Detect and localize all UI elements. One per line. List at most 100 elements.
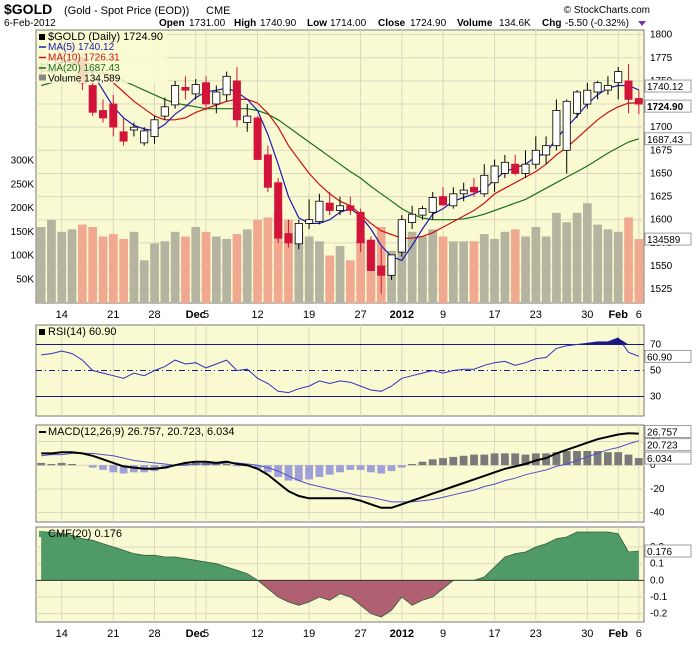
volume-bar [304,236,314,303]
volume-bar [78,224,87,303]
cmf-tick-label: -0.1 [650,592,668,603]
price-tick-label: 1625 [650,192,673,203]
volume-bar [552,212,561,304]
ma5-last-badge-box [644,79,692,93]
volume-bar [459,241,468,304]
volume-bar [490,238,499,303]
legend-entry: MA(20) 1687.43 [48,63,120,74]
volume-tick-label: 100K [11,251,35,262]
macd-histogram-bar [37,462,45,466]
macd-histogram-bar [387,465,396,472]
macd-tick-label: -20 [650,484,665,495]
volume-bar [583,203,592,304]
volume-bar [428,229,438,303]
macd-histogram-bar [68,464,76,466]
candle-body [263,154,272,188]
rsi-tick-label: 50 [650,366,662,377]
macd-signal-line [41,440,639,503]
volume-tick-label: 200K [11,203,35,214]
cmf-tick-label: 0.0 [650,575,664,586]
candle-body [469,186,478,193]
volume-bar [438,236,448,303]
volume-bar [222,238,231,303]
macd-histogram-bar [428,459,437,466]
ma20-last-badge: 1687.43 [647,135,684,146]
volume-bar [603,229,613,303]
dropdown-triangle-icon[interactable] [638,21,646,26]
rsi-title-swatch [39,329,45,335]
macd-histogram-bar [315,465,324,477]
candle-body [449,193,458,207]
x-tick-label-lower: 17 [488,628,500,640]
candle-body [603,85,612,91]
rsi-last-badge-box [644,349,692,363]
close-last-badge: 1724.90 [647,102,684,113]
chg-value: -5.50 (-0.32%) [565,18,629,29]
volume-bar [129,231,139,304]
macd-histogram-bar [181,462,190,466]
macd-histogram-bar [305,465,313,480]
volume-bar [613,231,623,304]
x-tick-label-lower: 21 [107,628,119,640]
volume-bar [500,231,510,304]
price-tick-label: 1675 [650,145,673,156]
macd-histogram-bar [470,454,478,466]
candle-body [305,219,314,224]
volume-bar [36,227,46,303]
rsi-tick-label: 70 [650,340,662,351]
candle-body [459,189,468,195]
rsi-panel-title: RSI(14) 60.90 [48,326,116,338]
signal-last-badge-box [644,438,692,452]
volume-bar [346,260,355,304]
volume-bar [541,236,551,303]
macd-histogram-bar [284,465,293,481]
candle-body [397,219,406,253]
volume-bar [531,227,541,303]
signal-last-badge: 20.723 [647,441,678,452]
candle-body [335,205,344,211]
candle-body [500,161,509,174]
candle-body [428,197,437,213]
x-tick-label-upper: 17 [488,309,500,321]
volume-bar [119,238,128,303]
volume-bar [366,241,376,304]
macd-histogram-bar [490,453,499,466]
macd-panel: -40-20020MACD(12,26,9) 26.757, 20.723, 6… [35,424,692,523]
volume-label: Volume [457,18,493,29]
symbol-description: (Gold - Spot Price (EOD)) [64,5,189,17]
macd-histogram-bar [222,464,231,466]
x-tick-label-upper: 12 [251,309,263,321]
candle-body [366,239,375,272]
candle-body [552,110,561,147]
candle-body [377,265,386,276]
volume-last-badge: 134589 [647,235,681,246]
volume-bar [325,255,335,303]
volume-bar [624,217,633,303]
volume-bar [469,241,479,304]
candle-body [438,196,447,206]
candle-body [140,130,149,144]
x-tick-label-lower: 6 [636,628,642,640]
volume-bar [356,238,365,303]
ma5-last-badge: 1740.12 [647,82,684,93]
legend-entry: Volume 134,589 [48,74,121,85]
cmf-tick-label: -0.2 [650,609,668,620]
candle-body [243,115,252,123]
symbol-title: $GOLD [4,1,52,17]
close-last-badge-box [644,99,692,113]
candle-body [129,126,138,131]
candle-body [634,98,643,105]
candle-body [480,174,489,195]
x-tick-label-lower: 28 [148,628,160,640]
cmf-positive-area [41,532,639,581]
macd-histogram-bar [521,454,530,466]
macd-histogram-bar [552,452,561,466]
candle-body [253,117,262,160]
chg-label: Chg [542,18,561,29]
macd-histogram-bar [624,454,633,466]
volume-bar [67,229,77,303]
macd-histogram-bar [408,464,416,466]
date-label: 6-Feb-2012 [4,18,56,29]
price-tick-label: 1800 [650,30,673,41]
candle-body [160,106,169,117]
